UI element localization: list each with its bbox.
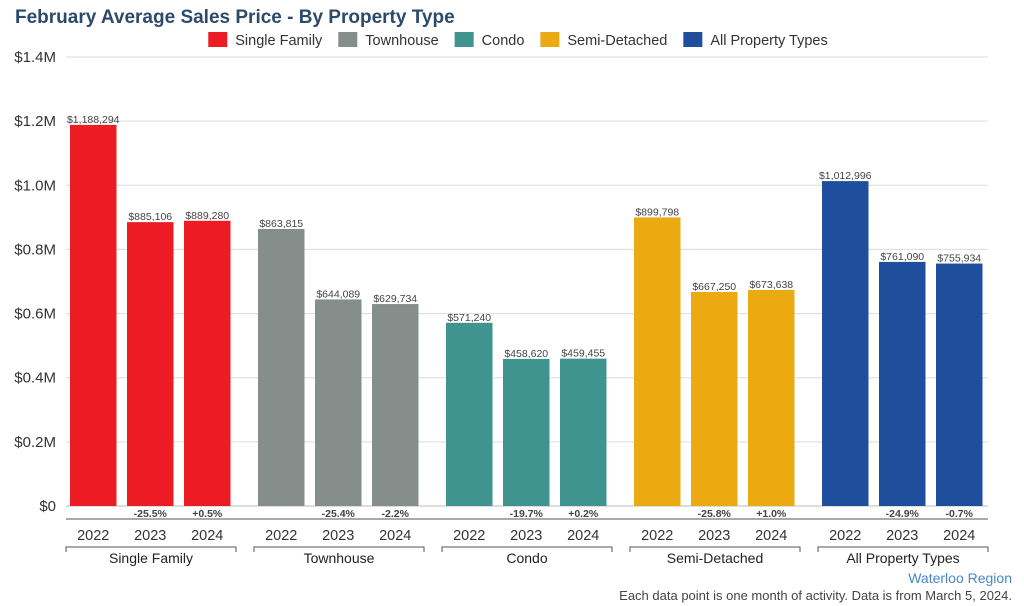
- x-tick-label: 2024: [567, 528, 599, 544]
- y-tick-label: $0: [39, 498, 56, 515]
- group-label: All Property Types: [846, 550, 959, 566]
- x-tick-label: 2024: [755, 528, 787, 544]
- region-label: Waterloo Region: [908, 570, 1012, 586]
- change-label: -25.5%: [134, 508, 168, 520]
- legend-label: All Property Types: [710, 33, 827, 49]
- value-label: $761,090: [880, 251, 924, 263]
- legend-label: Condo: [482, 33, 525, 49]
- group-label: Condo: [506, 550, 547, 566]
- value-label: $1,188,294: [67, 114, 120, 126]
- footnote: Each data point is one month of activity…: [619, 588, 1012, 603]
- x-tick-label: 2022: [453, 528, 485, 544]
- legend-item: Townhouse: [338, 32, 439, 49]
- y-tick-label: $0.4M: [14, 370, 56, 387]
- bar: [70, 124, 117, 506]
- bar: [634, 217, 681, 506]
- x-tick-label: 2024: [943, 528, 975, 544]
- bar: [372, 304, 419, 506]
- x-tick-label: 2024: [191, 528, 223, 544]
- x-tick-label: 2023: [510, 528, 542, 544]
- y-tick-label: $0.2M: [14, 434, 56, 451]
- y-tick-label: $0.6M: [14, 306, 56, 323]
- legend-label: Townhouse: [365, 33, 438, 49]
- value-label: $644,089: [316, 288, 360, 300]
- x-tick-label: 2023: [698, 528, 730, 544]
- legend-swatch: [683, 32, 703, 47]
- change-label: +0.5%: [192, 508, 223, 520]
- change-label: -25.4%: [322, 508, 356, 520]
- group-bracket: [629, 546, 801, 552]
- group-bracket: [441, 546, 613, 552]
- change-label: +0.2%: [568, 508, 599, 520]
- legend: Single Family Townhouse Condo Semi-Detached…: [208, 32, 828, 49]
- legend-swatch: [454, 32, 474, 47]
- group-bracket: [65, 546, 237, 552]
- change-label: -0.7%: [946, 508, 974, 520]
- change-label: -24.9%: [886, 508, 920, 520]
- bar: [503, 358, 550, 506]
- value-label: $863,815: [259, 218, 303, 230]
- bar: [315, 299, 362, 506]
- change-label: +1.0%: [756, 508, 787, 520]
- value-label: $629,734: [373, 293, 417, 305]
- legend-swatch: [338, 32, 358, 47]
- x-tick-label: 2024: [379, 528, 411, 544]
- group-bracket: [253, 546, 425, 552]
- x-tick-label: 2022: [77, 528, 109, 544]
- y-tick-label: $1.0M: [14, 177, 56, 194]
- legend-item: Single Family: [208, 32, 323, 49]
- change-label: -25.8%: [698, 508, 732, 520]
- legend-swatch: [208, 32, 228, 47]
- value-label: $459,455: [561, 348, 605, 360]
- group-bracket: [817, 546, 989, 552]
- value-label: $571,240: [447, 312, 491, 324]
- group-label: Semi-Detached: [667, 550, 764, 566]
- bar: [127, 222, 174, 507]
- bar: [748, 289, 795, 506]
- legend-label: Single Family: [235, 33, 323, 49]
- change-label: -2.2%: [382, 508, 410, 520]
- value-label: $899,798: [635, 206, 679, 218]
- bar: [879, 261, 926, 506]
- chart-title: February Average Sales Price - By Proper…: [15, 7, 455, 28]
- value-label: $1,012,996: [819, 170, 872, 182]
- x-tick-label: 2022: [641, 528, 673, 544]
- x-tick-label: 2023: [322, 528, 354, 544]
- value-label: $458,620: [504, 348, 548, 360]
- change-label: -19.7%: [510, 508, 544, 520]
- group-label: Townhouse: [304, 550, 375, 566]
- y-tick-label: $1.4M: [14, 49, 56, 66]
- x-tick-label: 2022: [265, 528, 297, 544]
- legend-item: Condo: [454, 32, 525, 49]
- bar: [822, 181, 869, 506]
- group-label: Single Family: [109, 550, 193, 566]
- bar: [184, 220, 231, 506]
- legend-item: Semi-Detached: [540, 32, 667, 49]
- legend-label: Semi-Detached: [567, 33, 667, 49]
- x-tick-label: 2023: [134, 528, 166, 544]
- value-label: $673,638: [749, 279, 793, 291]
- x-tick-label: 2022: [829, 528, 861, 544]
- x-tick-label: 2023: [886, 528, 918, 544]
- y-tick-label: $1.2M: [14, 113, 56, 130]
- value-label: $667,250: [692, 281, 736, 293]
- legend-item: All Property Types: [683, 32, 828, 49]
- bar: [258, 228, 305, 506]
- y-tick-label: $0.8M: [14, 241, 56, 258]
- value-label: $885,106: [128, 211, 172, 223]
- y-axis: $0 $0.2M $0.4M $0.6M $0.8M $1.0M $1.2M $1.4M: [14, 49, 56, 515]
- value-label: $755,934: [937, 253, 981, 265]
- legend-swatch: [540, 32, 560, 47]
- value-label: $889,280: [185, 210, 229, 222]
- bar: [691, 292, 738, 506]
- bar: [936, 263, 983, 506]
- bars: $1,188,294 $885,106 -25.5% $889,280 +0.5% $86…: [67, 114, 983, 520]
- bar: [560, 358, 607, 506]
- bar: [446, 322, 493, 506]
